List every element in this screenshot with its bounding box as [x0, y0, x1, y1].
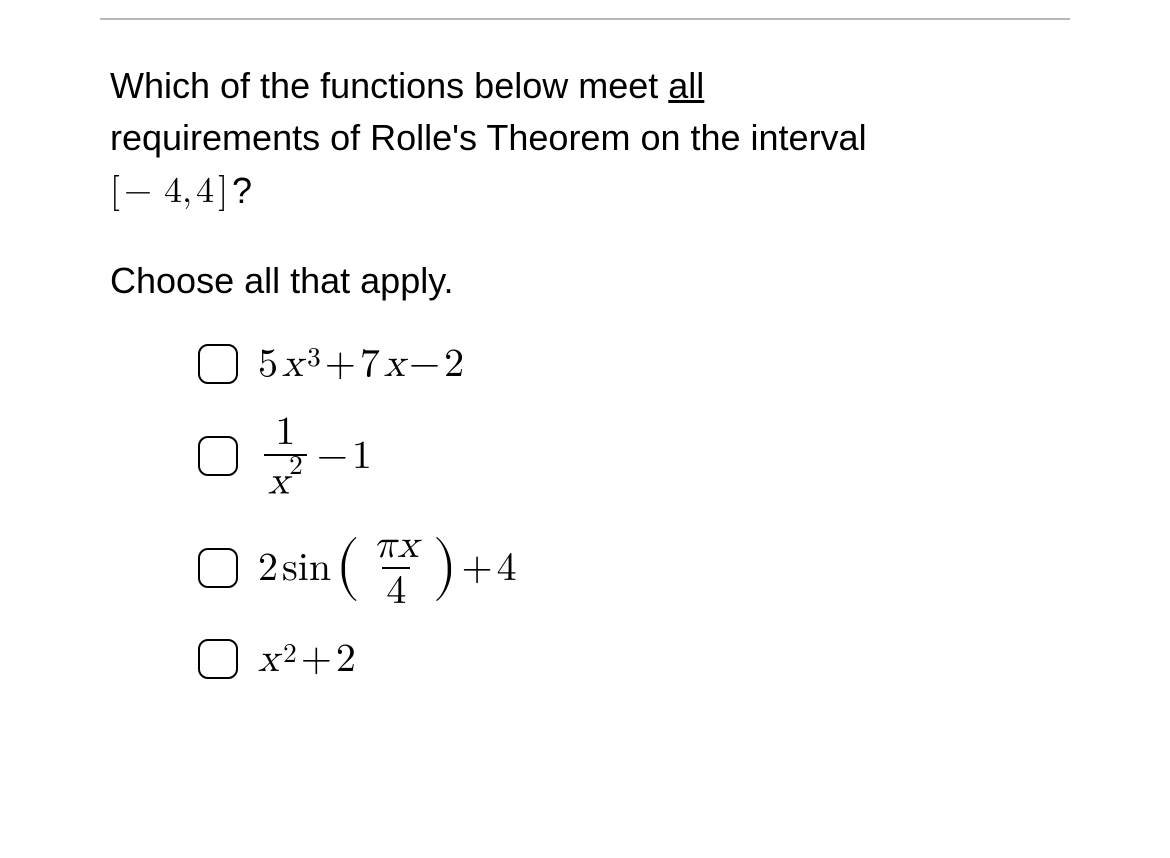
o3-coef: 2 — [258, 544, 278, 592]
q-line1-pre: Which of the functions below meet — [110, 65, 668, 106]
checkbox-3[interactable] — [198, 548, 238, 588]
o2-const: 1 — [352, 432, 372, 480]
option-2: 1 x2 − 1 — [198, 412, 1010, 501]
o3-frac: πx 4 — [370, 525, 423, 611]
instruction-text: Choose all that apply. — [110, 260, 1010, 302]
interval-close: ] — [218, 165, 228, 217]
o2-frac: 1 x2 — [264, 412, 307, 501]
o3-num: πx — [370, 525, 423, 567]
o2-den: x2 — [264, 454, 307, 501]
qmark: ? — [232, 165, 252, 217]
q-all-underlined: all — [668, 65, 704, 106]
option-1: 5x3 + 7x − 2 — [198, 340, 1010, 388]
o3-lpar: ( — [335, 538, 360, 596]
checkbox-4[interactable] — [198, 639, 238, 679]
question-block: Which of the functions below meet all re… — [110, 60, 1010, 707]
o1-const: 2 — [444, 340, 464, 388]
o2-den-exp: 2 — [289, 453, 303, 480]
question-text: Which of the functions below meet all re… — [110, 60, 1010, 218]
interval-a: − 4, — [124, 165, 192, 217]
option-3-math: 2 sin ( πx 4 ) + 4 — [258, 525, 517, 611]
option-1-math: 5x3 + 7x − 2 — [258, 340, 464, 388]
o3-plus: + — [462, 544, 493, 592]
top-rule — [100, 18, 1070, 20]
o4-exp: 2 — [283, 639, 297, 671]
o4-plus: + — [301, 635, 332, 683]
o4-const: 2 — [336, 635, 356, 683]
o1-var2: x — [384, 340, 405, 388]
options-list: 5x3 + 7x − 2 1 x2 − 1 2 si — [198, 340, 1010, 683]
interval-open: [ — [110, 165, 120, 217]
o2-minus: − — [317, 432, 348, 480]
option-4: x2 + 2 — [198, 635, 1010, 683]
o2-den-var: x — [268, 461, 289, 501]
checkbox-1[interactable] — [198, 344, 238, 384]
q-interval: [ − 4, 4]? — [110, 165, 252, 217]
o1-var1: x — [282, 340, 303, 388]
o1-plus: + — [325, 340, 356, 388]
o1-exp1: 3 — [307, 343, 321, 375]
o3-rpar: ) — [433, 538, 458, 596]
o2-num: 1 — [271, 412, 299, 454]
o1-coef2: 7 — [360, 340, 380, 388]
o1-minus: − — [409, 340, 440, 388]
o3-den: 4 — [382, 567, 410, 611]
o3-num-pi: π — [374, 525, 397, 565]
checkbox-2[interactable] — [198, 436, 238, 476]
option-2-math: 1 x2 − 1 — [258, 412, 372, 501]
o3-const: 4 — [497, 544, 517, 592]
o3-fn: sin — [282, 544, 331, 592]
q-line2: requirements of Rolle's Theorem on the i… — [110, 117, 867, 158]
o1-coef1: 5 — [258, 340, 278, 388]
option-3: 2 sin ( πx 4 ) + 4 — [198, 525, 1010, 611]
interval-b: 4 — [196, 165, 214, 217]
o4-var: x — [258, 635, 279, 683]
option-4-math: x2 + 2 — [258, 635, 356, 683]
o3-num-var: x — [397, 525, 418, 565]
